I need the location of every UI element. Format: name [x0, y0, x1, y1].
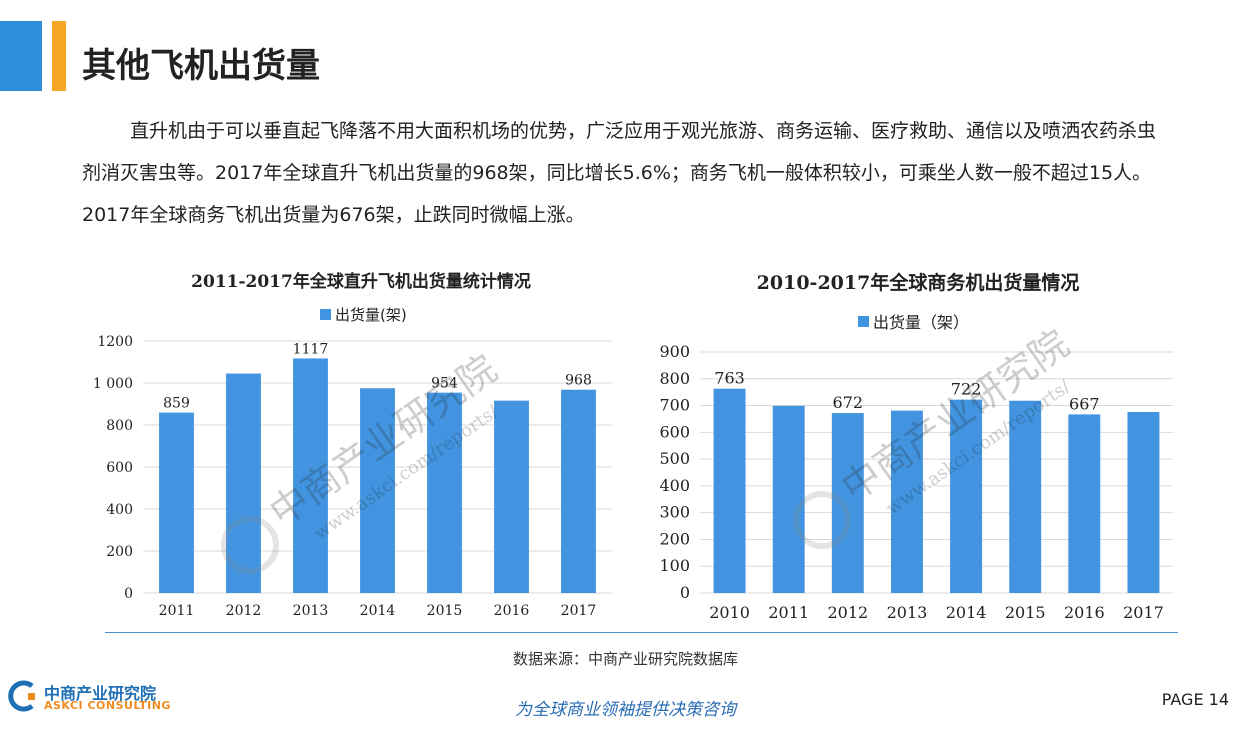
chart2-bar-2015 [1009, 400, 1042, 593]
chart1-bar-2017 [561, 389, 596, 593]
chart2-bar-2012 [831, 413, 864, 593]
chart1-bar-2014 [360, 388, 395, 593]
chart2-y-tick-label: 100 [659, 556, 690, 575]
chart2-x-tick-label-2015: 2015 [1005, 603, 1046, 622]
chart2-y-tick-label: 300 [659, 503, 690, 522]
company-name-cn: 中商产业研究院 [44, 684, 157, 703]
page-number: PAGE 14 [1161, 690, 1229, 709]
chart1-bar-2011 [159, 412, 194, 593]
slogan: 为全球商业领袖提供决策咨询 [515, 700, 736, 720]
page-title: 其他飞机出货量 [82, 46, 320, 86]
chart1-x-tick-label-2013: 2013 [293, 603, 329, 619]
chart1-y-tick-label: 400 [106, 502, 133, 518]
chart1-legend-label: 出货量(架) [335, 306, 407, 324]
chart1-y-tick-label: 600 [106, 460, 133, 476]
chart2-y-tick-label: 800 [659, 369, 690, 388]
chart1-bar-2016 [494, 400, 529, 593]
chart2-x-tick-label-2016: 2016 [1064, 603, 1105, 622]
chart1-data-label-2011: 859 [163, 396, 190, 412]
chart1-x-tick-label-2011: 2011 [159, 603, 195, 619]
chart2-title: 2010-2017年全球商务机出货量情况 [756, 272, 1080, 294]
chart2-data-label-2012: 672 [833, 393, 864, 412]
chart2-bar-2017 [1127, 411, 1160, 593]
chart1-bar-2012 [226, 373, 261, 593]
askci-logo-icon [8, 680, 35, 712]
company-name-en: ASKCI CONSULTING [44, 699, 171, 712]
footer-divider [105, 632, 1178, 633]
chart1-x-tick-label-2015: 2015 [427, 603, 463, 619]
chart1-y-tick-label: 0 [124, 586, 133, 602]
chart2-data-label-2014: 722 [951, 380, 982, 399]
chart2-legend-label: 出货量（架） [873, 313, 970, 332]
chart2-y-tick-label: 200 [659, 529, 690, 548]
chart1-x-tick-label-2016: 2016 [494, 603, 530, 619]
chart1-bar-2013 [293, 358, 328, 593]
chart1-title: 2011-2017年全球直升飞机出货量统计情况 [191, 272, 531, 292]
chart2-x-tick-label-2017: 2017 [1123, 603, 1164, 622]
chart1-x-tick-label-2012: 2012 [226, 603, 262, 619]
chart2-data-label-2016: 667 [1069, 394, 1100, 413]
chart2-legend-swatch [858, 315, 869, 327]
chart2-bar-2011 [772, 405, 805, 593]
chart2-y-tick-label: 500 [659, 449, 690, 468]
chart2-x-tick-label-2014: 2014 [946, 603, 987, 622]
title-accent-bar [0, 21, 42, 91]
chart1-legend: 出货量(架) [320, 304, 407, 325]
chart1-y-tick-label: 1 000 [93, 376, 133, 392]
data-source: 数据来源：中商产业研究院数据库 [512, 650, 738, 668]
chart2-x-tick-label-2012: 2012 [827, 603, 868, 622]
intro-paragraph: 直升机由于可以垂直起飞降落不用大面积机场的优势，广泛应用于观光旅游、商务运输、医… [82, 120, 1157, 226]
chart2-y-tick-label: 0 [680, 583, 690, 602]
chart2-data-label-2010: 763 [714, 369, 745, 388]
chart2-x-tick-label-2010: 2010 [709, 603, 750, 622]
chart2-x-tick-label-2011: 2011 [768, 603, 809, 622]
chart2-bar-2013 [890, 410, 923, 593]
chart2-legend: 出货量（架） [858, 309, 969, 333]
chart2-bar-2014 [950, 399, 983, 593]
chart2-y-tick-label: 600 [659, 422, 690, 441]
chart1-data-label-2017: 968 [565, 373, 592, 389]
chart1-data-label-2015: 954 [431, 376, 458, 392]
chart2-bar-2010 [713, 388, 746, 593]
chart1-legend-swatch [320, 309, 331, 320]
chart2-y-tick-label: 900 [659, 342, 690, 361]
chart2-x-tick-label-2013: 2013 [887, 603, 928, 622]
chart1-data-label-2013: 1117 [293, 341, 329, 357]
chart1-bar-2015 [427, 392, 462, 593]
chart1-x-tick-label-2014: 2014 [360, 603, 396, 619]
chart2-y-tick-label: 700 [659, 396, 690, 415]
chart1-x-tick-label-2017: 2017 [561, 603, 597, 619]
title-accent-stripe [52, 21, 66, 91]
chart2-y-tick-label: 400 [659, 476, 690, 495]
chart1-y-tick-label: 1200 [97, 334, 133, 350]
chart2-bar-2016 [1068, 414, 1101, 593]
chart1-y-tick-label: 200 [106, 544, 133, 560]
chart1-y-tick-label: 800 [106, 418, 133, 434]
